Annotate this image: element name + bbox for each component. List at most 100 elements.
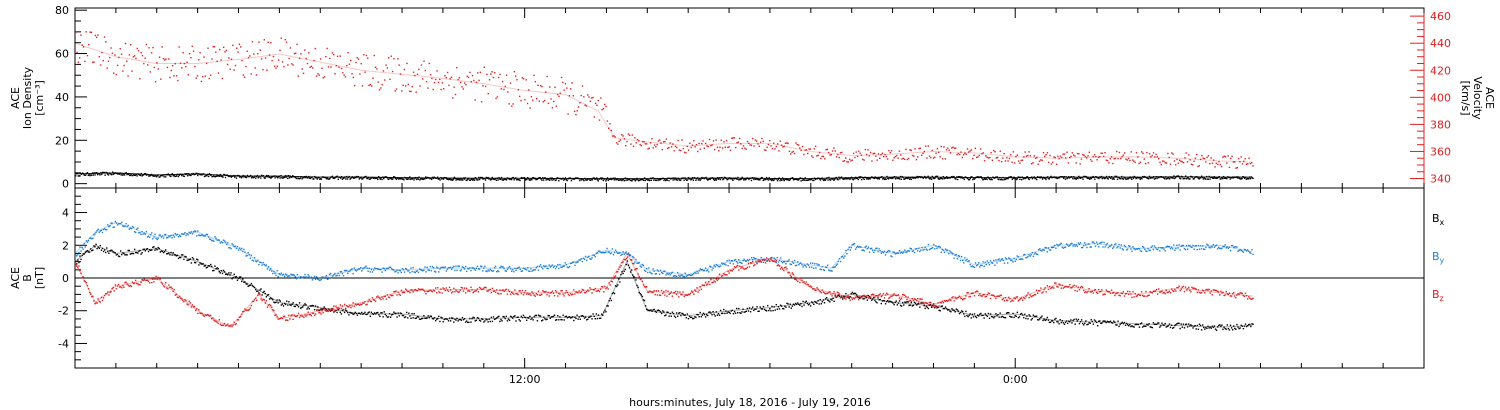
data-point — [92, 295, 94, 298]
data-point — [547, 102, 550, 105]
data-point — [588, 255, 590, 258]
data-point — [99, 230, 102, 232]
data-point — [848, 246, 850, 248]
data-point — [158, 176, 160, 178]
data-point — [1225, 247, 1227, 249]
data-point — [148, 236, 151, 239]
data-point — [1201, 176, 1204, 179]
data-point — [602, 251, 604, 254]
data-point — [1206, 156, 1208, 159]
data-point — [988, 178, 991, 180]
data-point — [987, 157, 990, 159]
data-point — [1242, 328, 1245, 330]
data-point — [936, 148, 939, 150]
data-point — [1055, 317, 1057, 320]
data-point — [107, 291, 109, 293]
data-point — [308, 313, 310, 316]
data-point — [429, 73, 432, 76]
data-point — [242, 250, 244, 253]
data-point — [1145, 250, 1147, 252]
data-point — [262, 68, 264, 71]
data-point — [237, 175, 239, 177]
data-point — [774, 309, 776, 311]
data-point — [862, 298, 864, 300]
data-point — [557, 263, 559, 266]
data-point — [934, 248, 936, 250]
data-point — [1117, 176, 1120, 179]
data-point — [615, 179, 617, 181]
data-point — [716, 314, 719, 316]
data-point — [826, 148, 829, 151]
data-point — [590, 178, 593, 180]
data-point — [277, 318, 279, 320]
data-point — [1232, 176, 1234, 178]
data-point — [296, 177, 298, 180]
data-point — [600, 178, 603, 180]
data-point — [345, 175, 348, 178]
data-point — [1150, 326, 1152, 328]
data-point — [145, 43, 148, 46]
data-point — [210, 174, 212, 176]
data-point — [849, 249, 851, 251]
data-point — [111, 287, 113, 290]
data-point — [141, 251, 143, 254]
data-point — [794, 178, 796, 181]
data-point — [396, 316, 398, 318]
data-point — [1056, 177, 1058, 180]
data-point — [1002, 157, 1004, 159]
data-point — [755, 257, 757, 260]
data-point — [915, 158, 918, 161]
data-point — [140, 253, 142, 255]
data-point — [170, 175, 172, 178]
data-point — [809, 262, 812, 264]
data-point — [328, 309, 331, 312]
data-point — [1036, 176, 1039, 178]
data-point — [1037, 163, 1039, 165]
data-point — [774, 177, 776, 180]
data-point — [966, 258, 968, 261]
data-point — [1048, 178, 1051, 180]
data-point — [160, 236, 163, 238]
data-point — [514, 315, 516, 317]
data-point — [1130, 325, 1132, 328]
data-point — [346, 310, 348, 312]
data-point — [860, 178, 863, 181]
data-point — [1197, 244, 1200, 247]
data-point — [323, 306, 325, 308]
data-point — [223, 322, 226, 325]
data-point — [322, 276, 324, 278]
data-point — [974, 177, 977, 179]
data-point — [760, 308, 763, 310]
data-point — [364, 71, 366, 73]
data-point — [998, 258, 1000, 260]
data-point — [938, 245, 940, 248]
data-point — [998, 316, 1000, 318]
data-point — [984, 178, 987, 180]
data-point — [469, 71, 471, 74]
data-point — [867, 246, 870, 248]
data-point — [253, 256, 256, 259]
data-point — [723, 308, 725, 311]
data-point — [248, 253, 250, 256]
data-point — [1124, 245, 1127, 248]
data-point — [976, 264, 979, 266]
data-point — [608, 178, 610, 181]
data-point — [494, 178, 496, 181]
data-point — [743, 311, 745, 313]
data-point — [186, 61, 188, 63]
data-point — [1020, 258, 1023, 260]
data-point — [476, 179, 478, 181]
data-point — [987, 262, 990, 264]
data-point — [474, 99, 476, 101]
data-point — [128, 285, 130, 287]
data-point — [1146, 177, 1148, 179]
data-point — [400, 312, 403, 315]
data-point — [706, 178, 708, 180]
data-point — [681, 139, 683, 141]
data-point — [532, 319, 534, 321]
data-point — [673, 177, 675, 179]
data-point — [961, 177, 964, 179]
data-point — [1224, 244, 1226, 246]
data-point — [566, 87, 568, 89]
data-point — [526, 178, 528, 181]
